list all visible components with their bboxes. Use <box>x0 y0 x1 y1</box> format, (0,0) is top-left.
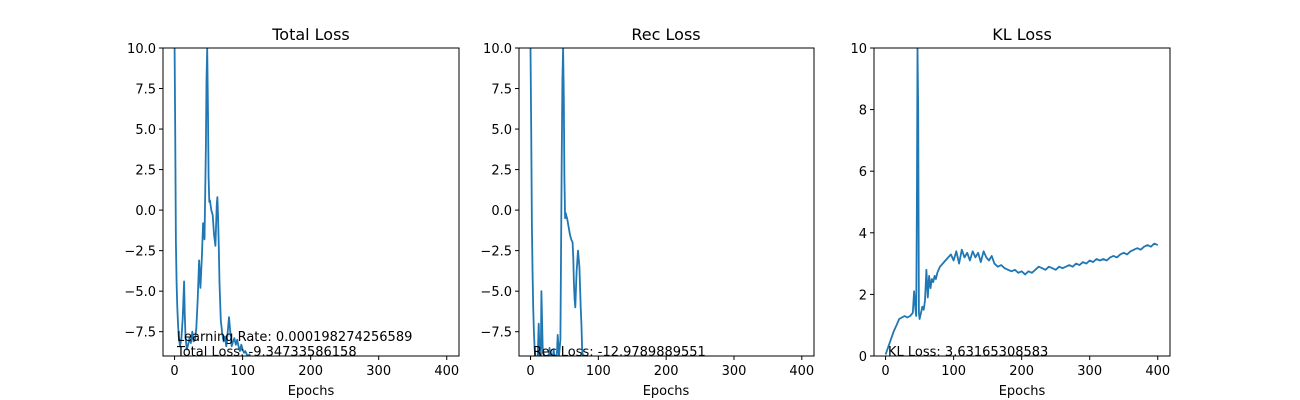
annotation: Total Loss: -9.34733586158 <box>176 345 357 360</box>
x-tick-label: 300 <box>366 364 391 379</box>
y-tick-label: −5.0 <box>480 285 512 300</box>
chart-title: Total Loss <box>271 25 350 44</box>
x-axis-label: Epochs <box>288 384 335 399</box>
y-tick-label: −7.5 <box>480 326 512 341</box>
y-axis: 0 2 4 6 8 10 <box>850 42 874 365</box>
x-tick-label: 300 <box>1077 364 1102 379</box>
y-tick-label: 10.0 <box>483 42 512 57</box>
y-tick-label: 0 <box>859 350 867 365</box>
y-tick-label: 2.5 <box>491 164 512 179</box>
y-tick-label: 2 <box>859 288 867 303</box>
series-group <box>884 48 1159 355</box>
x-tick-label: 100 <box>941 364 966 379</box>
chart-panel-rec-loss: Rec Loss −7.5 −5.0 −2.5 0.0 2.5 5.0 7.5 … <box>480 25 815 399</box>
y-axis: −7.5 −5.0 −2.5 0.0 2.5 5.0 7.5 10.0 <box>480 42 519 341</box>
y-tick-label: 6 <box>859 165 867 180</box>
series-line <box>884 48 1159 355</box>
x-tick-label: 200 <box>1009 364 1034 379</box>
series-group <box>529 48 584 356</box>
x-tick-label: 400 <box>434 364 459 379</box>
annotation: Learning Rate: 0.000198274256589 <box>177 330 412 345</box>
x-tick-label: 100 <box>230 364 255 379</box>
x-tick-label: 0 <box>170 364 178 379</box>
chart-panel-total-loss: Total Loss −7.5 −5.0 −2.5 0.0 2.5 5.0 7.… <box>124 25 460 399</box>
y-tick-label: 10.0 <box>127 42 156 57</box>
y-tick-label: 7.5 <box>135 83 156 98</box>
y-tick-label: 5.0 <box>135 123 156 138</box>
y-tick-label: 8 <box>859 104 867 119</box>
chart-title: Rec Loss <box>631 25 700 44</box>
x-tick-label: 100 <box>586 364 611 379</box>
series-line <box>529 48 584 356</box>
chart-panel-kl-loss: KL Loss 0 2 4 6 8 10 0 100 200 300 400 E… <box>850 25 1171 399</box>
series-group <box>173 48 252 356</box>
y-tick-label: −2.5 <box>480 245 512 260</box>
x-tick-label: 200 <box>298 364 323 379</box>
x-tick-label: 400 <box>1145 364 1170 379</box>
annotation: Rec Loss: -12.9789889551 <box>533 345 706 360</box>
x-tick-label: 400 <box>789 364 814 379</box>
x-tick-label: 300 <box>722 364 747 379</box>
y-axis: −7.5 −5.0 −2.5 0.0 2.5 5.0 7.5 10.0 <box>124 42 163 341</box>
y-tick-label: 0.0 <box>491 204 512 219</box>
y-tick-label: 2.5 <box>135 164 156 179</box>
y-tick-label: −2.5 <box>124 245 156 260</box>
y-tick-label: 10 <box>850 42 867 57</box>
chart-title: KL Loss <box>992 25 1052 44</box>
x-axis-label: Epochs <box>999 384 1046 399</box>
x-tick-label: 200 <box>654 364 679 379</box>
series-line <box>173 48 252 356</box>
x-axis: 0 100 200 300 400 <box>881 356 1170 379</box>
annotation: KL Loss: 3.63165308583 <box>888 345 1048 360</box>
y-tick-label: −7.5 <box>124 326 156 341</box>
x-axis: 0 100 200 300 400 <box>170 356 459 379</box>
x-tick-label: 0 <box>881 364 889 379</box>
y-tick-label: 7.5 <box>491 83 512 98</box>
x-axis: 0 100 200 300 400 <box>526 356 814 379</box>
x-axis-label: Epochs <box>643 384 690 399</box>
y-tick-label: −5.0 <box>124 285 156 300</box>
y-tick-label: 4 <box>859 227 867 242</box>
y-tick-label: 5.0 <box>491 123 512 138</box>
y-tick-label: 0.0 <box>135 204 156 219</box>
x-tick-label: 0 <box>526 364 534 379</box>
